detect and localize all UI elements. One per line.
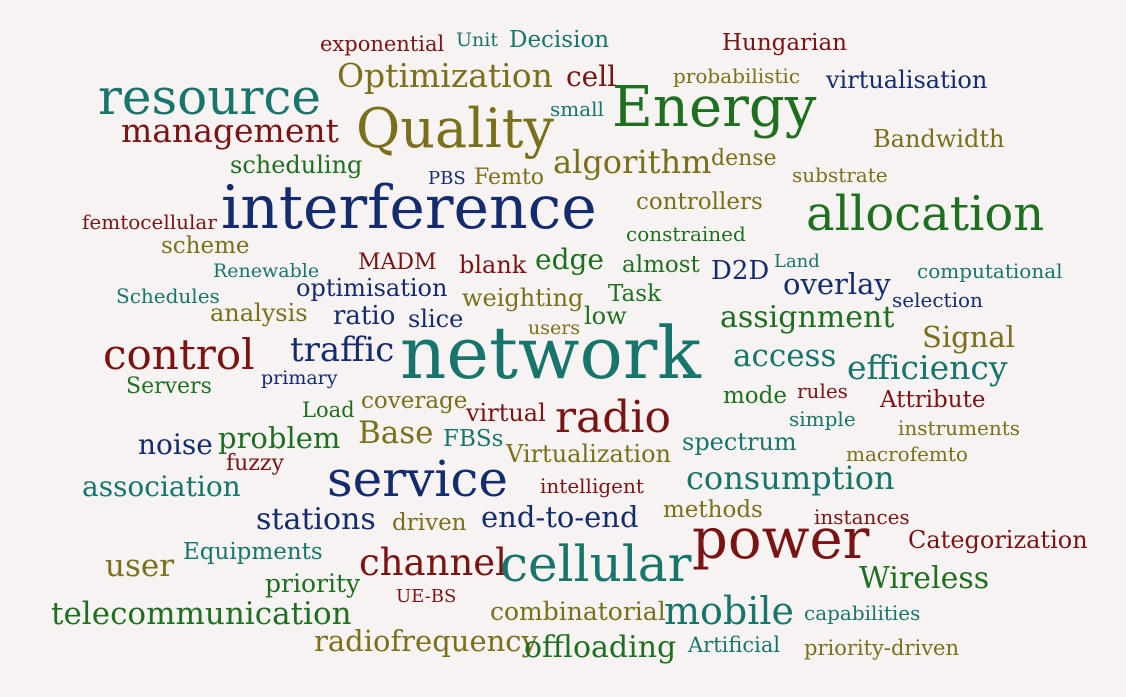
word: optimisation <box>296 274 448 302</box>
word: selection <box>892 288 983 312</box>
word: MADM <box>358 250 437 275</box>
word: Signal <box>922 320 1015 354</box>
word: Wireless <box>859 561 990 596</box>
word: Decision <box>509 27 610 53</box>
word: Load <box>302 398 355 422</box>
word: probabilistic <box>673 64 801 88</box>
word: fuzzy <box>226 451 284 476</box>
word: virtual <box>466 399 546 427</box>
word: offloading <box>524 630 677 665</box>
word: combinatorial <box>490 597 666 626</box>
word: cellular <box>500 535 692 593</box>
word: low <box>584 302 627 330</box>
word: users <box>528 317 581 339</box>
word: algorithm <box>553 143 712 181</box>
word: scheme <box>161 233 250 259</box>
word: dense <box>711 146 777 171</box>
word: edge <box>535 243 604 276</box>
word: D2D <box>711 256 770 286</box>
word: Femto <box>474 165 545 190</box>
word: FBSs <box>443 426 504 452</box>
word: blank <box>459 251 527 279</box>
word: ratio <box>333 301 396 331</box>
word: allocation <box>806 186 1045 242</box>
word: Bandwidth <box>873 125 1005 153</box>
word: rules <box>797 379 848 403</box>
word: instances <box>814 505 910 529</box>
word: Quality <box>356 97 554 160</box>
word: small <box>550 97 604 121</box>
word: efficiency <box>847 348 1008 387</box>
word: femtocellular <box>82 210 217 234</box>
word: Optimization <box>337 56 553 95</box>
word: Renewable <box>213 260 320 282</box>
word: access <box>733 338 837 374</box>
word: stations <box>256 502 376 537</box>
word: association <box>82 470 241 503</box>
word: capabilities <box>804 601 921 625</box>
word: Land <box>774 251 820 272</box>
word: constrained <box>626 222 746 246</box>
word: channel <box>359 541 507 584</box>
word: Attribute <box>880 387 986 413</box>
word: telecommunication <box>51 596 352 632</box>
word: analysis <box>210 299 308 327</box>
word: Equipments <box>183 539 323 565</box>
word: cell <box>566 60 617 93</box>
word: noise <box>138 428 213 461</box>
word: intelligent <box>540 474 644 498</box>
word: Base <box>358 415 434 451</box>
word: radio <box>555 392 671 443</box>
word: primary <box>261 367 338 389</box>
word: assignment <box>720 300 895 335</box>
word: resource <box>98 68 321 126</box>
word: Energy <box>612 75 817 140</box>
word: radiofrequency <box>314 624 538 658</box>
word: coverage <box>361 388 468 414</box>
word: Categorization <box>908 526 1088 554</box>
word: simple <box>789 407 856 431</box>
word: macrofemto <box>846 442 968 466</box>
word: priority <box>265 569 361 598</box>
word: Artificial <box>688 633 781 657</box>
word: substrate <box>792 163 888 187</box>
word: mobile <box>664 589 795 633</box>
word: power <box>692 507 870 572</box>
word: computational <box>917 259 1063 283</box>
word: control <box>103 330 255 379</box>
word: problem <box>218 421 341 455</box>
word: virtualisation <box>826 66 988 94</box>
word: Hungarian <box>722 30 847 56</box>
word: network <box>400 311 701 395</box>
word: weighting <box>462 284 584 312</box>
word: almost <box>622 252 700 278</box>
word: Schedules <box>116 284 220 308</box>
word: user <box>105 548 175 584</box>
word: slice <box>408 305 464 333</box>
word: end-to-end <box>481 500 639 534</box>
word: mode <box>723 383 787 409</box>
word: spectrum <box>682 428 797 456</box>
word: Virtualization <box>506 440 671 468</box>
word: consumption <box>686 459 895 497</box>
word: service <box>327 450 508 508</box>
word: interference <box>221 173 597 243</box>
word: UE-BS <box>396 586 457 607</box>
word: scheduling <box>230 151 363 179</box>
word: driven <box>392 510 467 536</box>
word: exponential <box>320 32 445 56</box>
word: Servers <box>126 374 212 399</box>
word: management <box>121 111 339 150</box>
word: PBS <box>428 168 466 189</box>
word: Unit <box>456 29 498 51</box>
word: methods <box>663 497 763 523</box>
word: controllers <box>636 189 763 215</box>
word: overlay <box>783 267 891 301</box>
word: instruments <box>898 416 1021 440</box>
word: traffic <box>290 330 395 370</box>
word: Task <box>608 281 662 307</box>
word: priority-driven <box>804 636 960 660</box>
